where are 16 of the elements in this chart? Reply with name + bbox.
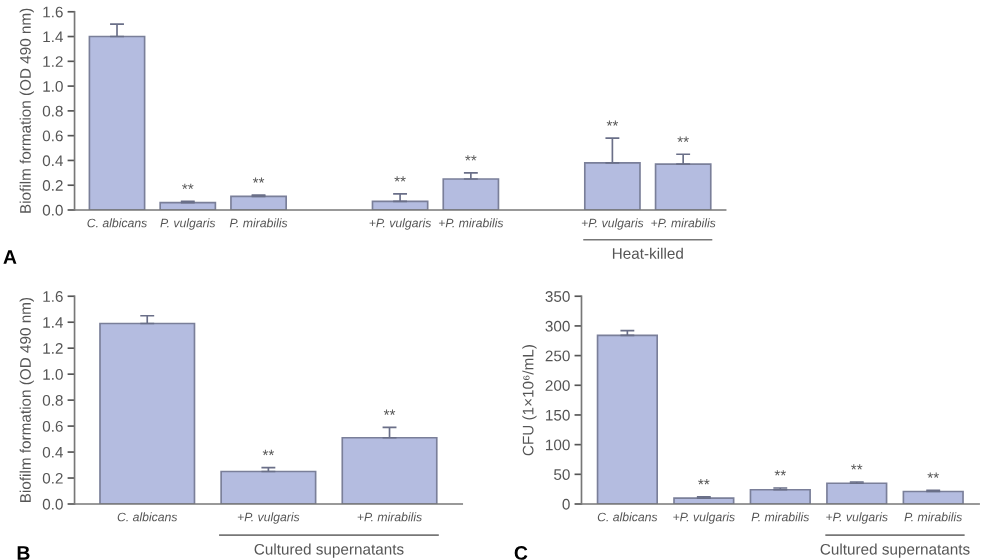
bar — [583, 162, 641, 210]
bar — [88, 35, 146, 210]
bar — [99, 322, 196, 504]
text: C — [514, 546, 528, 560]
bar — [596, 334, 659, 504]
bar — [220, 470, 317, 504]
text: A — [3, 250, 17, 264]
bar — [371, 200, 429, 210]
bar — [826, 482, 888, 504]
bar — [902, 490, 964, 504]
bar — [654, 163, 712, 210]
text: B — [17, 546, 30, 560]
bar — [341, 436, 438, 504]
bar — [749, 488, 811, 504]
bar — [230, 195, 287, 210]
bar — [442, 178, 500, 210]
